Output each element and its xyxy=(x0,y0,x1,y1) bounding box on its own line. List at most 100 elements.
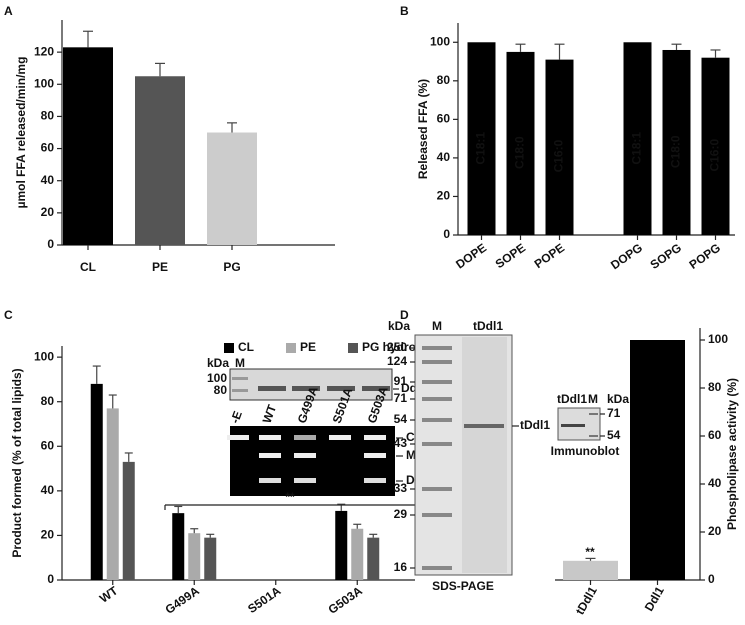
tlc-spot xyxy=(294,435,316,440)
x-tick-label: PE xyxy=(152,260,168,274)
gel-band xyxy=(422,397,452,401)
gel-label: kDa xyxy=(388,319,410,333)
tlc-spot xyxy=(259,453,281,458)
panel-letter: C xyxy=(4,308,13,322)
x-tick-label: PG xyxy=(223,260,240,274)
lane-label: M xyxy=(432,319,442,333)
gel-marker: 100 xyxy=(207,371,227,385)
tlc-spot xyxy=(364,478,386,483)
bar xyxy=(63,47,113,246)
x-tick-label: WT xyxy=(97,583,121,606)
gel-marker: 54 xyxy=(394,412,408,426)
x-tick-label: tDdl1 xyxy=(573,584,600,617)
gel-band xyxy=(422,513,452,517)
gel-marker: 71 xyxy=(607,406,621,420)
y-tick-label: 100 xyxy=(34,349,54,363)
axis-label: Released FFA (%) xyxy=(416,79,430,179)
bar xyxy=(623,42,652,235)
bar xyxy=(90,383,103,580)
bar xyxy=(106,408,119,580)
bar-label: C16:0 xyxy=(552,139,566,172)
panel-letter: B xyxy=(400,4,409,18)
gel-marker: 250 xyxy=(387,340,407,354)
y-tick-label: 0 xyxy=(47,237,54,251)
tlc-spot xyxy=(329,435,351,440)
x-tick-label: G503A xyxy=(326,583,365,616)
axis-label: Product formed (% of total lipids) xyxy=(10,368,24,557)
y-tick-label: 80 xyxy=(708,380,722,394)
x-tick-label: SOPE xyxy=(493,241,528,272)
gel-marker: 16 xyxy=(394,560,408,574)
legend-swatch xyxy=(348,343,358,353)
tlc-spot xyxy=(259,478,281,483)
y-tick-label: 40 xyxy=(437,150,451,164)
legend-label: CL xyxy=(238,340,254,354)
gel-label: kDa xyxy=(607,392,629,406)
tlc-spot xyxy=(294,478,316,483)
tlc-spot xyxy=(227,435,249,440)
lane-label: tDdl1 xyxy=(557,392,587,406)
tlc-spot xyxy=(294,453,316,458)
gel-marker: 71 xyxy=(394,391,408,405)
bar xyxy=(662,49,691,236)
y-tick-label: 60 xyxy=(708,428,722,442)
y-tick-label: 0 xyxy=(708,572,715,586)
blot-band xyxy=(589,413,598,415)
bar-label: C18:0 xyxy=(669,135,683,168)
y-tick-label: 100 xyxy=(34,76,54,90)
y-tick-label: 80 xyxy=(41,394,55,408)
y-tick-label: 100 xyxy=(430,34,450,48)
blot-band xyxy=(589,435,598,437)
gel-band xyxy=(464,424,504,428)
gel-caption: Immunoblot xyxy=(551,444,620,458)
bar xyxy=(701,57,730,235)
gel-band xyxy=(327,386,355,391)
gel-caption: SDS-PAGE xyxy=(432,579,494,593)
lane-label: M xyxy=(588,392,598,406)
bar xyxy=(204,537,217,580)
blot-band xyxy=(561,424,585,427)
gel-marker: 124 xyxy=(387,354,407,368)
y-tick-label: 40 xyxy=(41,483,55,497)
gel-lane xyxy=(462,337,507,573)
y-tick-label: 0 xyxy=(443,227,450,241)
gel-band xyxy=(422,360,452,364)
bar xyxy=(506,51,535,236)
gel-marker: 91 xyxy=(394,374,408,388)
bar xyxy=(467,42,496,235)
bar xyxy=(563,560,618,580)
gel-marker: 80 xyxy=(214,383,228,397)
legend-swatch xyxy=(224,343,234,353)
gel-band xyxy=(422,566,452,570)
bar xyxy=(135,76,185,245)
axis-label: µmol FFA released/min/mg xyxy=(14,57,28,209)
gel-band xyxy=(292,386,320,391)
y-tick-label: 20 xyxy=(708,524,722,538)
bar xyxy=(630,340,685,580)
gel-band xyxy=(422,380,452,384)
gel-label: tDdl1 xyxy=(520,418,550,432)
y-tick-label: 60 xyxy=(437,112,451,126)
panel-letter: D xyxy=(400,308,409,322)
y-tick-label: 100 xyxy=(708,332,728,346)
y-tick-label: 40 xyxy=(41,173,55,187)
bar-label: C18:0 xyxy=(513,136,527,169)
bar xyxy=(207,132,257,245)
gel-top xyxy=(229,368,393,401)
y-tick-label: 40 xyxy=(708,476,722,490)
x-tick-label: CL xyxy=(80,260,96,274)
x-tick-label: S501A xyxy=(245,583,283,616)
y-tick-label: 60 xyxy=(41,438,55,452)
lane-label: WT xyxy=(260,402,280,425)
bar xyxy=(188,533,201,580)
y-tick-label: 20 xyxy=(41,528,55,542)
gel-band xyxy=(422,487,452,491)
x-tick-label: POPG xyxy=(687,241,723,272)
gel-band xyxy=(422,418,452,422)
y-tick-label: 60 xyxy=(41,141,55,155)
y-tick-label: 80 xyxy=(437,73,451,87)
bar-label: C18:1 xyxy=(630,132,644,165)
lane-label: tDdl1 xyxy=(473,319,503,333)
gel-marker: 43 xyxy=(394,436,408,450)
tlc-spot xyxy=(364,453,386,458)
